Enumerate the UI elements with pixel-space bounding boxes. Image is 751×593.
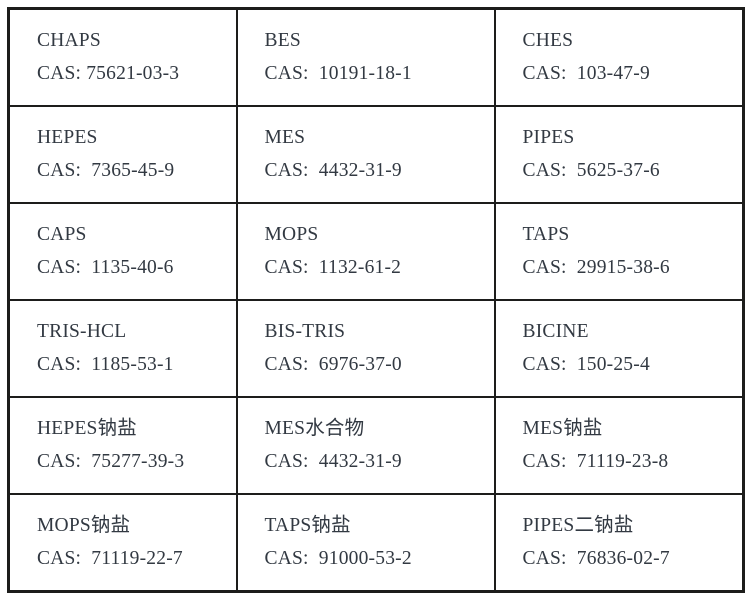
table-row: CHAPS CAS: 75621-03-3 BES CAS: 10191-18-… xyxy=(7,7,745,107)
buffer-cell-mops-sodium-salt: MOPS钠盐 CAS: 71119-22-7 xyxy=(7,493,238,593)
buffer-cas: CAS: 75621-03-3 xyxy=(37,62,180,84)
buffer-name: HEPES xyxy=(37,126,98,148)
buffer-cell-hepes: HEPES CAS: 7365-45-9 xyxy=(7,105,238,204)
buffer-name: TAPS钠盐 xyxy=(264,514,351,536)
buffer-cell-mes-sodium-salt: MES钠盐 CAS: 71119-23-8 xyxy=(493,396,745,495)
buffer-cas: CAS: 1185-53-1 xyxy=(37,353,174,375)
buffer-name: PIPES二钠盐 xyxy=(522,514,634,536)
buffer-cell-tris-hcl: TRIS-HCL CAS: 1185-53-1 xyxy=(7,299,238,398)
buffer-name: MES钠盐 xyxy=(522,417,603,439)
buffer-name: TRIS-HCL xyxy=(37,320,127,342)
buffer-name: HEPES钠盐 xyxy=(37,417,137,439)
buffer-cas: CAS: 1132-61-2 xyxy=(264,256,402,278)
buffer-cas: CAS: 6976-37-0 xyxy=(264,353,402,375)
buffer-cell-hepes-sodium-salt: HEPES钠盐 CAS: 75277-39-3 xyxy=(7,396,238,495)
buffer-name: MES xyxy=(264,126,306,148)
buffer-name: MOPS xyxy=(264,223,319,245)
buffer-cell-mes-hydrate: MES水合物 CAS: 4432-31-9 xyxy=(235,396,496,495)
buffer-cas: CAS: 4432-31-9 xyxy=(264,159,402,181)
buffer-cell-bicine: BICINE CAS: 150-25-4 xyxy=(493,299,745,398)
buffer-cell-mops: MOPS CAS: 1132-61-2 xyxy=(235,202,496,301)
table-row: TRIS-HCL CAS: 1185-53-1 BIS-TRIS CAS: 69… xyxy=(7,299,745,398)
buffer-name: BICINE xyxy=(522,320,589,342)
buffer-cas: CAS: 1135-40-6 xyxy=(37,256,174,278)
buffer-cas: CAS: 103-47-9 xyxy=(522,62,650,84)
buffer-cell-taps: TAPS CAS: 29915-38-6 xyxy=(493,202,745,301)
buffer-cas: CAS: 4432-31-9 xyxy=(264,450,402,472)
buffer-name: BES xyxy=(264,29,301,51)
buffer-cas: CAS: 7365-45-9 xyxy=(37,159,175,181)
buffer-cas: CAS: 5625-37-6 xyxy=(522,159,660,181)
table-row: HEPES钠盐 CAS: 75277-39-3 MES水合物 CAS: 4432… xyxy=(7,396,745,495)
buffer-name: CAPS xyxy=(37,223,87,245)
buffer-cas: CAS: 29915-38-6 xyxy=(522,256,670,278)
buffer-cas-table: CHAPS CAS: 75621-03-3 BES CAS: 10191-18-… xyxy=(7,7,745,593)
buffer-cell-ches: CHES CAS: 103-47-9 xyxy=(493,7,745,107)
buffer-name: MOPS钠盐 xyxy=(37,514,131,536)
buffer-name: PIPES xyxy=(522,126,575,148)
buffer-cell-pipes-disodium-salt: PIPES二钠盐 CAS: 76836-02-7 xyxy=(493,493,745,593)
buffer-cas: CAS: 71119-23-8 xyxy=(522,450,669,472)
buffer-cas: CAS: 10191-18-1 xyxy=(264,62,412,84)
buffer-cas: CAS: 76836-02-7 xyxy=(522,547,670,569)
buffer-cell-bis-tris: BIS-TRIS CAS: 6976-37-0 xyxy=(235,299,496,398)
buffer-cas: CAS: 150-25-4 xyxy=(522,353,650,375)
table-row: MOPS钠盐 CAS: 71119-22-7 TAPS钠盐 CAS: 91000… xyxy=(7,493,745,593)
buffer-cell-bes: BES CAS: 10191-18-1 xyxy=(235,7,496,107)
buffer-cell-pipes: PIPES CAS: 5625-37-6 xyxy=(493,105,745,204)
buffer-cas: CAS: 75277-39-3 xyxy=(37,450,185,472)
buffer-name: BIS-TRIS xyxy=(264,320,346,342)
buffer-name: MES水合物 xyxy=(264,417,365,439)
table-row: CAPS CAS: 1135-40-6 MOPS CAS: 1132-61-2 … xyxy=(7,202,745,301)
buffer-cas: CAS: 91000-53-2 xyxy=(264,547,412,569)
buffer-cell-chaps: CHAPS CAS: 75621-03-3 xyxy=(7,7,238,107)
buffer-cell-mes: MES CAS: 4432-31-9 xyxy=(235,105,496,204)
buffer-cas: CAS: 71119-22-7 xyxy=(37,547,183,569)
buffer-name: CHAPS xyxy=(37,29,101,51)
buffer-cell-caps: CAPS CAS: 1135-40-6 xyxy=(7,202,238,301)
table-row: HEPES CAS: 7365-45-9 MES CAS: 4432-31-9 … xyxy=(7,105,745,204)
buffer-name: CHES xyxy=(522,29,574,51)
buffer-cell-taps-sodium-salt: TAPS钠盐 CAS: 91000-53-2 xyxy=(235,493,496,593)
buffer-name: TAPS xyxy=(522,223,570,245)
